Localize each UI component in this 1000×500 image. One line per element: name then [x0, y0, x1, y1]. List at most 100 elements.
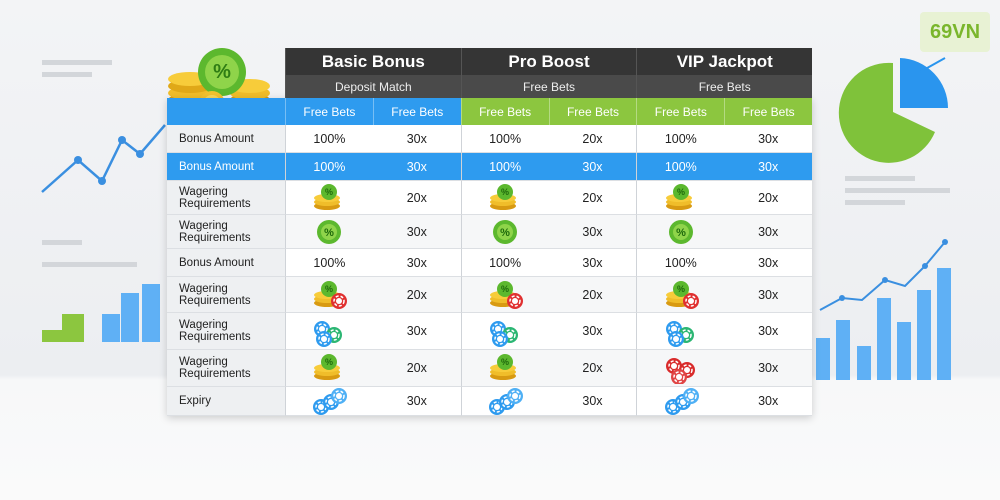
- bonus-icon: %: [490, 280, 524, 309]
- cell-value: 30x: [724, 313, 813, 350]
- bonus-icon: %: [490, 354, 517, 380]
- bonus-icon: %: [317, 219, 342, 244]
- cell-value: 20x: [548, 277, 637, 313]
- icon-cell: %: [285, 350, 373, 387]
- cell-value: 30x: [372, 153, 461, 181]
- cell-value: 20x: [372, 277, 461, 313]
- cell-value: 100%: [636, 125, 725, 153]
- cell-value: 20x: [372, 181, 461, 215]
- cell-value: 100%: [285, 153, 373, 181]
- bonus-icon: %: [314, 183, 341, 210]
- cell-value: 100%: [285, 249, 373, 277]
- svg-text:%: %: [325, 187, 333, 197]
- cell-value: 30x: [548, 387, 637, 416]
- row-label: Wagering Requirements: [167, 215, 285, 249]
- svg-text:%: %: [501, 284, 509, 294]
- column-header: Free Bets: [372, 98, 461, 125]
- cell-value: 30x: [724, 387, 813, 416]
- icon-cell: %: [285, 277, 373, 313]
- plan-subtitle: Deposit Match: [285, 75, 461, 98]
- cell-value: 30x: [548, 313, 637, 350]
- svg-text:%: %: [325, 227, 335, 239]
- bonus-icon: [314, 321, 343, 347]
- icon-cell: %: [460, 277, 549, 313]
- cell-value: 30x: [724, 153, 813, 181]
- svg-text:%: %: [213, 61, 231, 83]
- icon-cell: [460, 313, 549, 350]
- svg-text:%: %: [677, 284, 685, 294]
- cell-value: 30x: [724, 215, 813, 249]
- bonus-icon: [313, 388, 348, 415]
- cell-value: 30x: [548, 215, 637, 249]
- row-label: Bonus Amount: [167, 153, 285, 181]
- bonus-icon: [490, 321, 519, 347]
- row-label: Wagering Requirements: [167, 277, 285, 313]
- column-header: Free Bets: [724, 98, 813, 125]
- cell-value: 100%: [460, 153, 549, 181]
- bonus-icon: [665, 358, 695, 384]
- row-label: Bonus Amount: [167, 125, 285, 153]
- cell-value: 30x: [548, 249, 637, 277]
- column-header: Free Bets: [548, 98, 637, 125]
- cell-value: 100%: [636, 249, 725, 277]
- label-header: [167, 98, 285, 125]
- cell-value: 20x: [548, 350, 637, 387]
- cell-value: 30x: [372, 387, 461, 416]
- cell-value: 30x: [372, 125, 461, 153]
- column-header: Free Bets: [636, 98, 725, 125]
- cell-value: 100%: [460, 249, 549, 277]
- svg-text:%: %: [677, 187, 685, 197]
- cell-value: 20x: [548, 181, 637, 215]
- icon-cell: [636, 350, 725, 387]
- plan-name: Pro Boost: [460, 48, 637, 75]
- icon-cell: %: [285, 215, 373, 249]
- cell-value: 30x: [724, 277, 813, 313]
- bonus-icon: %: [493, 219, 518, 244]
- svg-text:%: %: [501, 187, 509, 197]
- svg-text:%: %: [500, 227, 510, 239]
- cell-value: 30x: [724, 249, 813, 277]
- column-header: Free Bets: [285, 98, 373, 125]
- svg-text:%: %: [325, 357, 333, 367]
- plan-name: Basic Bonus: [285, 48, 461, 75]
- icon-cell: %: [285, 181, 373, 215]
- cell-value: 100%: [636, 153, 725, 181]
- cell-value: 20x: [548, 125, 637, 153]
- icon-cell: %: [460, 350, 549, 387]
- bonus-icon: %: [490, 183, 517, 210]
- icon-cell: %: [636, 181, 725, 215]
- row-label: Wagering Requirements: [167, 313, 285, 350]
- bonus-icon: %: [665, 280, 699, 309]
- cell-value: 20x: [724, 181, 813, 215]
- row-label: Bonus Amount: [167, 249, 285, 277]
- bonus-icon: %: [668, 219, 693, 244]
- bonus-icon: [664, 388, 699, 415]
- plan-subtitle: Free Bets: [636, 75, 813, 98]
- bonus-icon: %: [665, 183, 692, 210]
- icon-cell: [636, 313, 725, 350]
- svg-text:%: %: [676, 227, 686, 239]
- cell-value: 30x: [372, 249, 461, 277]
- icon-cell: %: [636, 215, 725, 249]
- svg-text:%: %: [325, 284, 333, 294]
- plan-name: VIP Jackpot: [636, 48, 813, 75]
- bonus-icon: %: [314, 354, 341, 380]
- icon-cell: %: [636, 277, 725, 313]
- row-label: Wagering Requirements: [167, 350, 285, 387]
- column-header: Free Bets: [460, 98, 549, 125]
- cell-value: 30x: [724, 350, 813, 387]
- logo: 69VN: [929, 20, 981, 43]
- cell-value: 30x: [548, 153, 637, 181]
- bonus-icon: [665, 321, 694, 347]
- icon-cell: %: [460, 181, 549, 215]
- icon-cell: [636, 387, 725, 416]
- row-label: Wagering Requirements: [167, 181, 285, 215]
- bonus-icon: [489, 388, 524, 415]
- cell-value: 100%: [285, 125, 373, 153]
- plan-subtitle: Free Bets: [460, 75, 637, 98]
- svg-text:%: %: [501, 357, 509, 367]
- bonus-icon: %: [314, 280, 348, 309]
- icon-cell: %: [460, 215, 549, 249]
- cell-value: 100%: [460, 125, 549, 153]
- cell-value: 30x: [724, 125, 813, 153]
